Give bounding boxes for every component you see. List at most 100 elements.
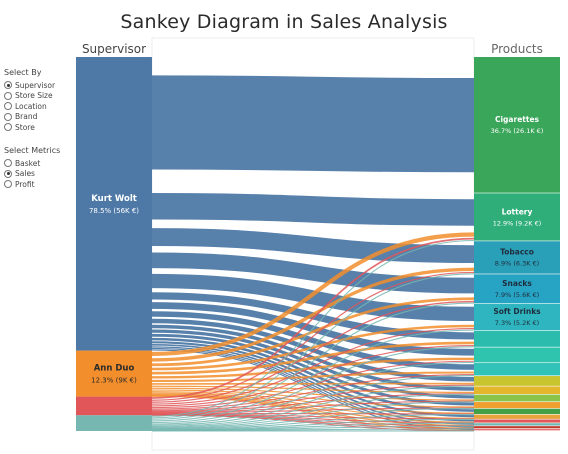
select-by-option-store-size[interactable]: Store Size	[4, 91, 53, 101]
flow-link	[151, 407, 475, 430]
target-value-label: 12.9% (9.2K €)	[493, 219, 542, 227]
flow-link	[151, 393, 475, 412]
target-value-label: 7.9% (5.6K €)	[495, 291, 539, 299]
flow-link	[151, 273, 475, 322]
radio-label: Location	[15, 101, 47, 111]
flow-link	[151, 239, 475, 417]
flow-link	[151, 341, 475, 375]
radio-label: Store	[15, 122, 35, 132]
flow-link	[151, 414, 475, 432]
target-node	[474, 423, 560, 426]
flow-link	[151, 401, 475, 429]
select-metrics-option-basket[interactable]: Basket	[4, 158, 40, 168]
radio-button-icon[interactable]	[4, 91, 12, 100]
flow-link	[151, 252, 475, 294]
target-node	[474, 419, 560, 423]
select-by-option-supervisor[interactable]: Supervisor	[4, 80, 55, 90]
flow-link	[151, 357, 475, 379]
source-value-label: 12.3% (9K €)	[91, 377, 137, 385]
radio-label: Basket	[15, 158, 41, 168]
flow-link	[151, 337, 475, 412]
target-value-label: 8.9% (6.3K €)	[495, 260, 539, 268]
target-name-label: Snacks	[502, 279, 532, 288]
radio-button-icon[interactable]	[4, 159, 12, 167]
target-node	[474, 363, 560, 376]
target-node	[474, 274, 560, 304]
source-node	[76, 415, 152, 431]
select-metrics-option-profit[interactable]: Profit	[4, 179, 35, 189]
target-node	[474, 376, 560, 386]
flow-link	[151, 193, 475, 226]
flow-link	[151, 329, 475, 422]
target-node	[474, 241, 560, 274]
flows	[151, 75, 475, 432]
target-node	[474, 347, 560, 363]
flow-link	[151, 300, 475, 403]
flow-link	[151, 324, 475, 371]
flow-link	[151, 237, 475, 399]
target-node	[474, 426, 560, 429]
target-node	[474, 428, 560, 431]
target-node	[474, 57, 560, 193]
flow-link	[151, 385, 475, 394]
target-name-label: Soft Drinks	[493, 307, 541, 316]
radio-button-icon[interactable]	[4, 123, 12, 131]
flow-link	[151, 228, 475, 264]
flow-link	[151, 267, 475, 362]
target-node	[474, 193, 560, 241]
flow-link	[151, 327, 475, 405]
radio-label: Supervisor	[15, 80, 56, 90]
flow-link	[151, 329, 475, 399]
target-node	[474, 402, 560, 409]
select-by-label: Select By	[4, 68, 42, 77]
flow-link	[151, 333, 475, 406]
flow-link	[151, 384, 475, 411]
radio-button-icon[interactable]	[4, 112, 12, 121]
source-node	[76, 396, 152, 416]
flow-link	[151, 361, 475, 425]
right-axis-header: Products	[491, 42, 543, 56]
target-node	[474, 330, 560, 347]
flow-link	[151, 393, 475, 428]
flow-link	[151, 297, 475, 367]
source-value-label: 78.5% (56K €)	[89, 207, 139, 215]
radio-label: Store Size	[15, 91, 53, 100]
select-by-option-store[interactable]: Store	[4, 122, 35, 132]
flow-link	[151, 393, 475, 423]
target-node	[474, 303, 560, 331]
source-name-label: Ann Duo	[94, 364, 135, 374]
radio-button-icon[interactable]	[4, 180, 12, 188]
flow-link	[151, 385, 475, 427]
radio-button-icon[interactable]	[4, 102, 12, 110]
radio-button-icon[interactable]	[4, 81, 12, 89]
flow-link	[151, 75, 475, 173]
flow-link	[151, 371, 475, 382]
source-node	[76, 57, 152, 351]
select-by-option-brand[interactable]: Brand	[4, 112, 37, 122]
source-name-label: Kurt Wolt	[91, 194, 137, 204]
left-axis-header: Supervisor	[81, 42, 147, 56]
flow-link	[151, 232, 475, 356]
target-name-label: Lottery	[502, 207, 533, 216]
target-node	[474, 386, 560, 395]
flow-link	[151, 413, 475, 430]
target-value-label: 36.7% (26.1K €)	[491, 127, 544, 135]
radio-button-icon[interactable]	[4, 169, 12, 178]
select-metrics-option-sales[interactable]: Sales	[4, 169, 35, 179]
target-name-label: Tobacco	[500, 248, 534, 257]
target-name-label: Cigarettes	[495, 115, 540, 124]
target-node	[474, 414, 560, 419]
flow-link	[151, 375, 475, 426]
flow-link	[151, 346, 475, 424]
radio-label: Sales	[15, 169, 35, 178]
select-by-option-location[interactable]: Location	[4, 101, 47, 111]
select-metrics-label: Select Metrics	[4, 146, 61, 155]
flow-link	[151, 387, 475, 401]
flow-link	[151, 311, 475, 370]
target-node	[474, 394, 560, 402]
flow-link	[151, 273, 475, 419]
flow-link	[151, 271, 475, 401]
chart-title: Sankey Diagram in Sales Analysis	[120, 11, 448, 33]
radio-label: Profit	[15, 179, 35, 189]
